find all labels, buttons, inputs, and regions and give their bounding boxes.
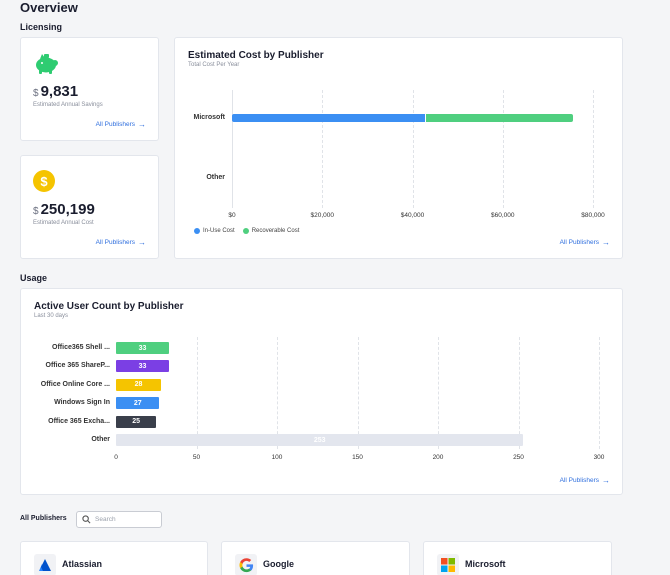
- bar: 33: [116, 360, 170, 373]
- publisher-name: Atlassian: [62, 559, 103, 569]
- category-label: Windows Sign In: [54, 399, 110, 407]
- x-tick-label: $0: [228, 212, 236, 219]
- legend-swatch: [242, 228, 249, 234]
- x-tick-label: $40,000: [400, 212, 425, 219]
- link-label: All Publishers: [95, 121, 135, 128]
- grid-line: [357, 337, 359, 449]
- usage-chart-subtitle: Last 30 days: [34, 313, 69, 319]
- bar-segment: [232, 114, 426, 122]
- bar: 253: [116, 434, 524, 446]
- usage-chart-title: Active User Count by Publisher: [34, 301, 184, 312]
- cost-amount: 250,199: [40, 201, 95, 218]
- page-title: Overview: [20, 0, 78, 15]
- legend-label: In-Use Cost: [203, 228, 235, 234]
- x-tick-label: 0: [114, 454, 118, 461]
- category-label: Office Online Core ...: [40, 380, 110, 388]
- savings-caption: Estimated Annual Savings: [33, 102, 103, 108]
- arrow-right-icon: →: [138, 120, 146, 129]
- piggy-bank-icon: [33, 52, 59, 74]
- category-label: Other: [91, 436, 110, 443]
- bar-segment: [426, 114, 573, 122]
- search-input[interactable]: [95, 516, 155, 523]
- cost-card: $ $ 250,199 Estimated Annual Cost All Pu…: [20, 155, 159, 259]
- link-label: All Publishers: [559, 239, 599, 246]
- grid-line: [196, 337, 198, 449]
- cost-caption: Estimated Annual Cost: [33, 220, 94, 226]
- savings-all-publishers-link[interactable]: All Publishers →: [96, 120, 146, 129]
- cost-by-publisher-card: Estimated Cost by Publisher Total Cost P…: [174, 37, 623, 259]
- currency-symbol: $: [33, 88, 39, 99]
- x-tick-label: 200: [432, 454, 444, 461]
- cost-chart-title: Estimated Cost by Publisher: [188, 50, 324, 61]
- legend-in-use: In-Use Cost: [194, 228, 235, 234]
- publisher-card-microsoft[interactable]: Microsoft: [423, 541, 612, 575]
- bar: 33: [116, 342, 170, 354]
- dollar-coin-icon: $: [33, 170, 55, 192]
- currency-symbol: $: [33, 206, 39, 217]
- cost-chart-subtitle: Total Cost Per Year: [188, 62, 240, 68]
- publisher-card-google[interactable]: Google: [221, 541, 410, 575]
- cost-all-publishers-link[interactable]: All Publishers →: [96, 238, 146, 247]
- usage-section-label: Usage: [20, 273, 48, 283]
- grid-line: [412, 90, 414, 208]
- grid-line: [593, 90, 594, 208]
- x-tick-label: 250: [513, 454, 524, 461]
- usage-all-publishers-link[interactable]: All Publishers →: [560, 476, 610, 485]
- atlassian-logo-icon: [34, 554, 56, 575]
- arrow-right-icon: →: [602, 238, 610, 247]
- usage-card: Active User Count by Publisher Last 30 d…: [20, 288, 623, 495]
- legend-swatch: [194, 228, 200, 234]
- x-tick-label: 50: [192, 454, 201, 461]
- cost-chart-all-publishers-link[interactable]: All Publishers →: [560, 238, 610, 247]
- publisher-search[interactable]: [76, 511, 162, 528]
- bar: 27: [116, 397, 160, 410]
- link-label: All Publishers: [95, 239, 135, 246]
- grid-line: [438, 337, 439, 449]
- usage-chart: 0 50 100 150 200 250 300 Office365 Shell ... 33 O…: [21, 289, 624, 496]
- publisher-name: Google: [263, 559, 294, 569]
- cost-value: $ 250,199: [33, 201, 95, 218]
- arrow-right-icon: →: [602, 476, 610, 485]
- category-label: Microsoft: [193, 114, 226, 121]
- bar: 25: [116, 415, 157, 428]
- x-tick-label: $60,000: [491, 212, 515, 219]
- x-tick-label: $20,000: [310, 212, 335, 219]
- x-tick-label: 100: [271, 454, 283, 461]
- x-tick-label: 150: [352, 454, 363, 461]
- publisher-card-atlassian[interactable]: Atlassian: [20, 541, 208, 575]
- grid-line: [599, 337, 600, 449]
- arrow-right-icon: →: [138, 238, 146, 247]
- grid-line: [502, 90, 504, 208]
- cost-chart-legend: In-Use Cost Recoverable Cost: [194, 228, 299, 234]
- legend-label: Recoverable Cost: [251, 228, 300, 234]
- y-axis-line: [232, 90, 233, 208]
- cost-chart: $0 $20,000 $40,000 $60,000 $80,000 Microsoft O…: [175, 38, 624, 260]
- grid-line: [277, 337, 278, 449]
- licensing-section-label: Licensing: [20, 22, 63, 32]
- category-label: Office 365 ShareP...: [45, 362, 110, 370]
- legend-recoverable: Recoverable Cost: [242, 228, 300, 234]
- microsoft-logo-icon: [437, 554, 459, 575]
- savings-value: $ 9,831: [33, 83, 78, 100]
- search-icon: [82, 515, 91, 524]
- category-label: Other: [206, 174, 225, 181]
- savings-card: $ 9,831 Estimated Annual Savings All Pub…: [20, 37, 159, 141]
- google-logo-icon: [235, 554, 257, 575]
- grid-line: [322, 90, 324, 208]
- grid-line: [518, 337, 520, 449]
- link-label: All Publishers: [559, 477, 599, 484]
- publisher-name: Microsoft: [465, 559, 506, 569]
- category-label: Office365 Shell ...: [52, 344, 110, 351]
- x-tick-label: 300: [593, 454, 605, 461]
- bar: 28: [116, 378, 162, 391]
- x-tick-label: $80,000: [581, 212, 605, 219]
- savings-amount: 9,831: [40, 83, 79, 100]
- all-publishers-label: All Publishers: [20, 515, 67, 522]
- category-label: Office 365 Excha...: [48, 417, 110, 425]
